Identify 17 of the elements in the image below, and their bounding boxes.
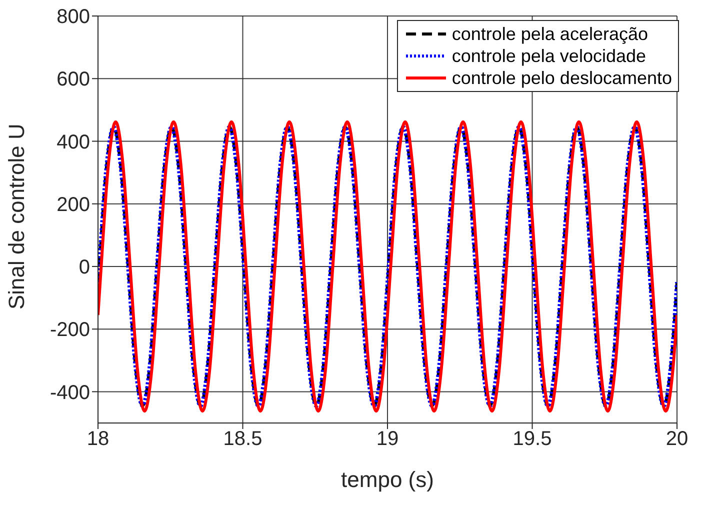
x-tick-label: 20 [666, 428, 688, 450]
x-tick-label: 18 [86, 428, 110, 450]
y-tick-label: -400 [50, 382, 90, 404]
y-tick-label: 800 [56, 6, 90, 28]
y-tick-label: 200 [56, 194, 90, 216]
legend-label: controle pela aceleração [452, 23, 648, 45]
y-tick-label: -200 [50, 319, 90, 342]
y-tick-label: 0 [78, 256, 90, 279]
x-axis-title: tempo (s) [341, 467, 434, 492]
x-tick-label: 18.5 [223, 428, 262, 450]
y-tick-label: 400 [56, 131, 90, 154]
legend-label: controle pela velocidade [452, 45, 646, 67]
y-axis-title: Sinal de controle U [4, 124, 29, 310]
x-tick-label: 19.5 [512, 428, 552, 450]
x-tick-label: 19 [376, 428, 399, 450]
legend-label: controle pelo deslocamento [452, 67, 672, 89]
y-tick-label: 600 [56, 68, 90, 91]
